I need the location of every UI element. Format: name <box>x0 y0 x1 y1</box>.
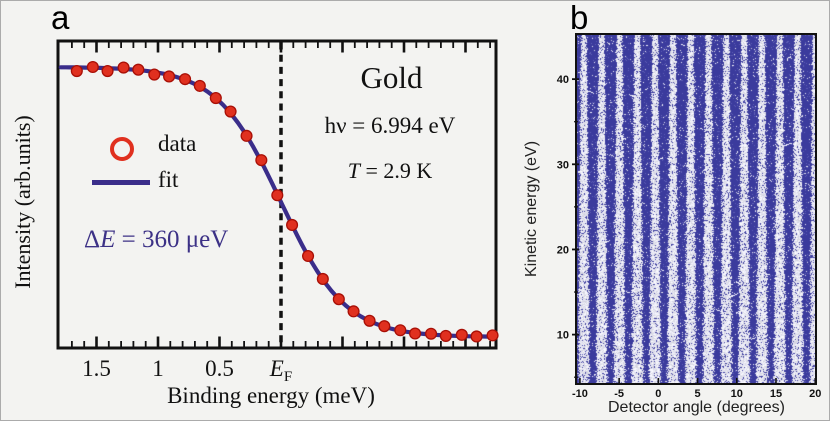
panel-a-y-axis-label: Intensity (arb.units) <box>10 115 35 289</box>
legend-fit-label: fit <box>158 167 179 192</box>
temperature-symbol: T <box>347 158 360 183</box>
legend-fit-line <box>92 180 150 185</box>
svg-text:20: 20 <box>557 244 569 256</box>
resolution-annotation: ΔE = 360 μeV <box>84 226 228 254</box>
panel-b-x-axis-label: Detector angle (degrees) <box>608 399 785 416</box>
photon-energy-annotation: hν = 6.994 eV <box>324 113 456 138</box>
svg-text:1: 1 <box>152 356 164 381</box>
legend-data-label: data <box>158 131 197 156</box>
svg-text:30: 30 <box>557 159 569 171</box>
panel-a-x-axis-label: Binding energy (meV) <box>167 383 375 408</box>
panel-a-label: a <box>51 0 70 36</box>
detector-angle-map-canvas <box>576 34 816 384</box>
delta-symbol: Δ <box>84 226 101 253</box>
svg-text:40: 40 <box>557 74 569 86</box>
panel-b-y-axis-label: Kinetic energy (eV) <box>523 140 540 278</box>
temperature-value: = 2.9 K <box>359 158 433 183</box>
svg-text:-10: -10 <box>572 388 588 400</box>
legend-data-marker <box>110 137 134 161</box>
svg-text:10: 10 <box>557 330 569 342</box>
resolution-value: = 360 μeV <box>115 226 229 253</box>
svg-text:20: 20 <box>809 388 821 400</box>
svg-text:1.5: 1.5 <box>82 356 111 381</box>
sample-title: Gold <box>360 60 423 95</box>
svg-text:EF: EF <box>269 356 292 385</box>
energy-symbol: E <box>100 226 116 253</box>
temperature-annotation: T = 2.9 K <box>295 158 485 184</box>
panel-b-label: b <box>570 0 589 36</box>
svg-text:0.5: 0.5 <box>205 356 234 381</box>
